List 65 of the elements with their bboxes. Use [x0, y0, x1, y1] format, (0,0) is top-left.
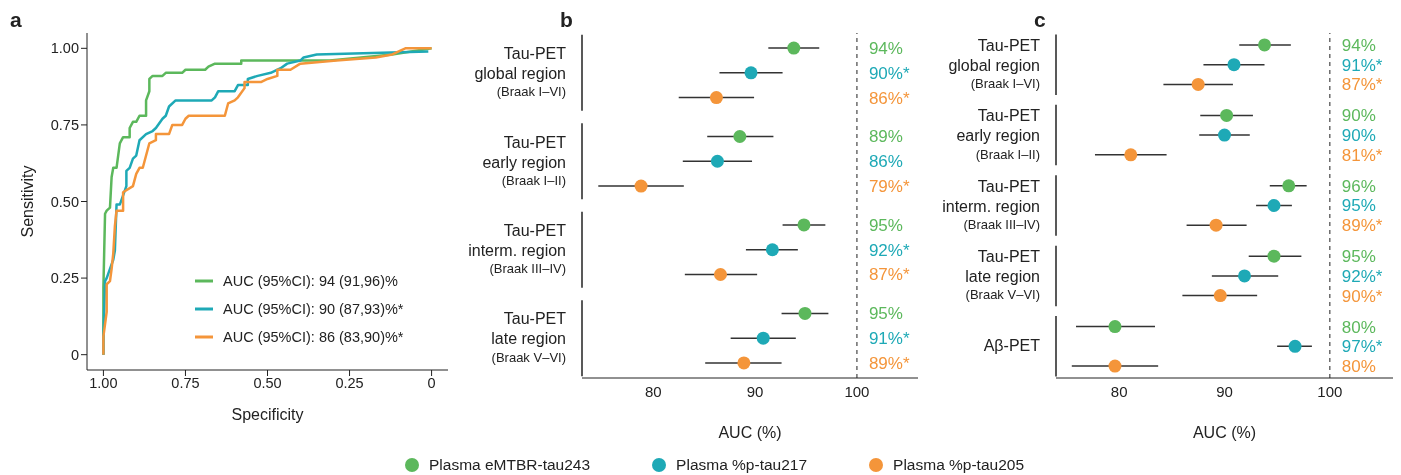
annotation: 87%* — [868, 265, 910, 285]
y-tick-label: Tau-PET interm. region (Braak III–IV) — [468, 222, 567, 277]
annotation: 92%* — [868, 240, 910, 260]
y-tick-label: 0.25 — [50, 270, 79, 287]
annotation: 89%* — [1341, 216, 1383, 236]
y-tick-label: 0 — [70, 346, 79, 363]
annotation: 95% — [1341, 196, 1376, 216]
x-tick-label: 80 — [1110, 382, 1128, 400]
y-axis-title: Sensitivity — [18, 165, 36, 238]
annotation: 89% — [868, 127, 903, 147]
y-tick-label: Aβ-PET — [983, 336, 1041, 354]
annotation: 90% — [1341, 106, 1376, 126]
annotation: 94% — [1341, 35, 1376, 55]
annotation: 79%* — [868, 176, 910, 196]
x-tick-label: 100 — [1317, 382, 1343, 400]
x-tick-label: 90 — [1216, 382, 1233, 400]
annotation: 95% — [1341, 247, 1376, 267]
annotation: 90%* — [1341, 286, 1383, 306]
y-tick-label: Tau-PET late region (Braak V–VI) — [965, 248, 1041, 303]
annotation: 92%* — [1341, 266, 1383, 286]
y-tick-label: Tau-PET global region (Braak I–VI) — [948, 36, 1041, 92]
x-axis-title: Specificity — [231, 406, 304, 423]
annotation: 95% — [868, 304, 903, 324]
legend-label: Plasma eMTBR-tau243 — [429, 456, 591, 474]
annotation: 94% — [868, 38, 903, 58]
legend-label: AUC (95%CI): 86 (83,90)%* — [223, 329, 404, 345]
y-tick-label: Tau-PET late region (Braak V–VI) — [491, 310, 567, 365]
annotation: 91%* — [1341, 55, 1383, 75]
annotation: 90%* — [868, 63, 910, 83]
x-tick-label: 0.25 — [335, 375, 364, 392]
x-tick-label: 1.00 — [89, 375, 118, 392]
annotation: 91%* — [868, 329, 910, 349]
x-tick-label: 100 — [844, 382, 870, 400]
annotation: 87%* — [1341, 75, 1383, 95]
annotation: 90% — [1341, 126, 1376, 146]
chart-title: c — [1034, 8, 1046, 32]
x-tick-label: 0.75 — [171, 375, 200, 392]
x-tick-label: 80 — [644, 382, 662, 400]
annotation: 89%* — [868, 353, 910, 373]
annotation: 81%* — [1341, 145, 1383, 165]
annotation: 80% — [1341, 356, 1376, 376]
y-tick-label: Tau-PET early region (Braak I–II) — [956, 107, 1041, 162]
y-tick-label: 0.75 — [50, 117, 79, 134]
annotation: 80% — [1341, 317, 1376, 337]
y-tick-label: Tau-PET early region (Braak I–II) — [482, 133, 567, 188]
chart-title: b — [560, 8, 573, 32]
y-tick-label: Tau-PET global region (Braak I–VI) — [474, 45, 567, 100]
chart-title: a — [10, 8, 22, 32]
legend-label: Plasma %p-tau217 — [676, 456, 808, 474]
legend-label: AUC (95%CI): 94 (91,96)% — [223, 273, 398, 289]
annotation: 86% — [868, 152, 903, 172]
x-tick-label: 90 — [746, 382, 764, 400]
x-axis-title: AUC (%) — [1192, 424, 1257, 441]
annotation: 97%* — [1341, 337, 1383, 357]
legend-label: AUC (95%CI): 90 (87,93)%* — [223, 301, 404, 317]
x-tick-label: 0.50 — [253, 375, 282, 392]
legend-label: Plasma %p-tau205 — [893, 456, 1025, 474]
annotation: 96% — [1341, 176, 1376, 196]
y-tick-label: 1.00 — [50, 40, 79, 57]
y-tick-label: Tau-PET interm. region (Braak III–IV) — [942, 177, 1041, 233]
x-tick-label: 0 — [427, 375, 436, 392]
x-axis-title: AUC (%) — [718, 424, 782, 441]
y-tick-label: 0.50 — [50, 193, 79, 210]
annotation: 95% — [868, 215, 903, 235]
annotation: 86%* — [868, 88, 910, 108]
